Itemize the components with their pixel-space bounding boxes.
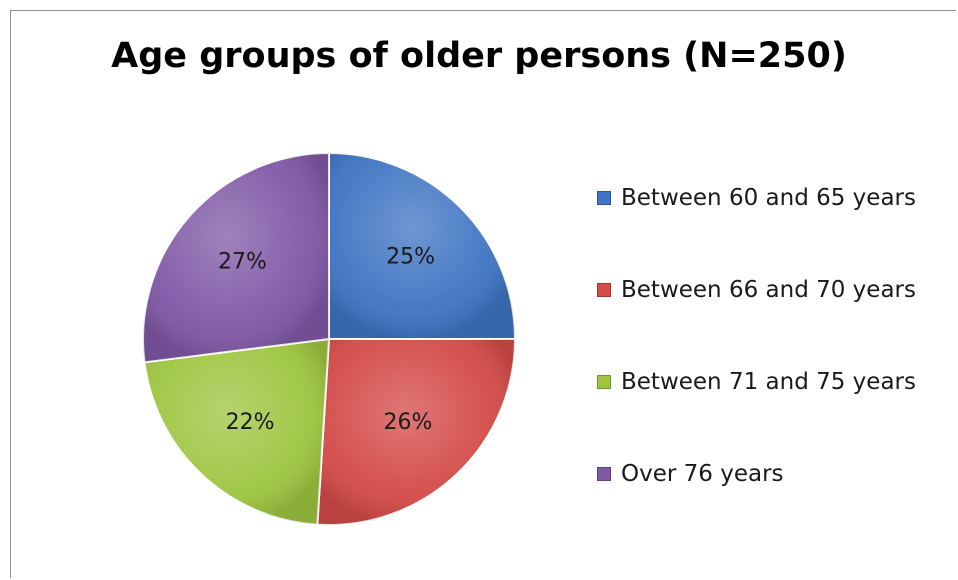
slice-data-label: 25% (386, 244, 435, 269)
slice-data-label: 26% (383, 410, 432, 435)
slice-data-label: 27% (218, 250, 267, 275)
legend-swatch (597, 467, 611, 481)
legend-swatch (597, 283, 611, 297)
legend-label: Over 76 years (621, 461, 784, 487)
pie-slices (142, 151, 517, 526)
pie-slice-shading (329, 153, 515, 339)
legend-swatch (597, 375, 611, 389)
slice-data-label: 22% (226, 410, 275, 435)
legend-item: Between 71 and 75 years (597, 364, 916, 400)
legend-label: Between 71 and 75 years (621, 369, 916, 395)
legend-item: Over 76 years (597, 456, 916, 492)
legend-label: Between 60 and 65 years (621, 185, 916, 211)
legend-item: Between 60 and 65 years (597, 180, 916, 216)
pie-slice-shading (317, 339, 515, 525)
legend-swatch (597, 191, 611, 205)
pie-slice-shading (142, 153, 329, 363)
chart-title: Age groups of older persons (N=250) (111, 36, 847, 76)
legend-label: Between 66 and 70 years (621, 277, 916, 303)
legend: Between 60 and 65 years Between 66 and 70… (597, 180, 916, 548)
legend-item: Between 66 and 70 years (597, 272, 916, 308)
pie-slice-labels: 25% 26% 22% 27% (218, 244, 435, 435)
pie-slice-shading (144, 339, 329, 525)
